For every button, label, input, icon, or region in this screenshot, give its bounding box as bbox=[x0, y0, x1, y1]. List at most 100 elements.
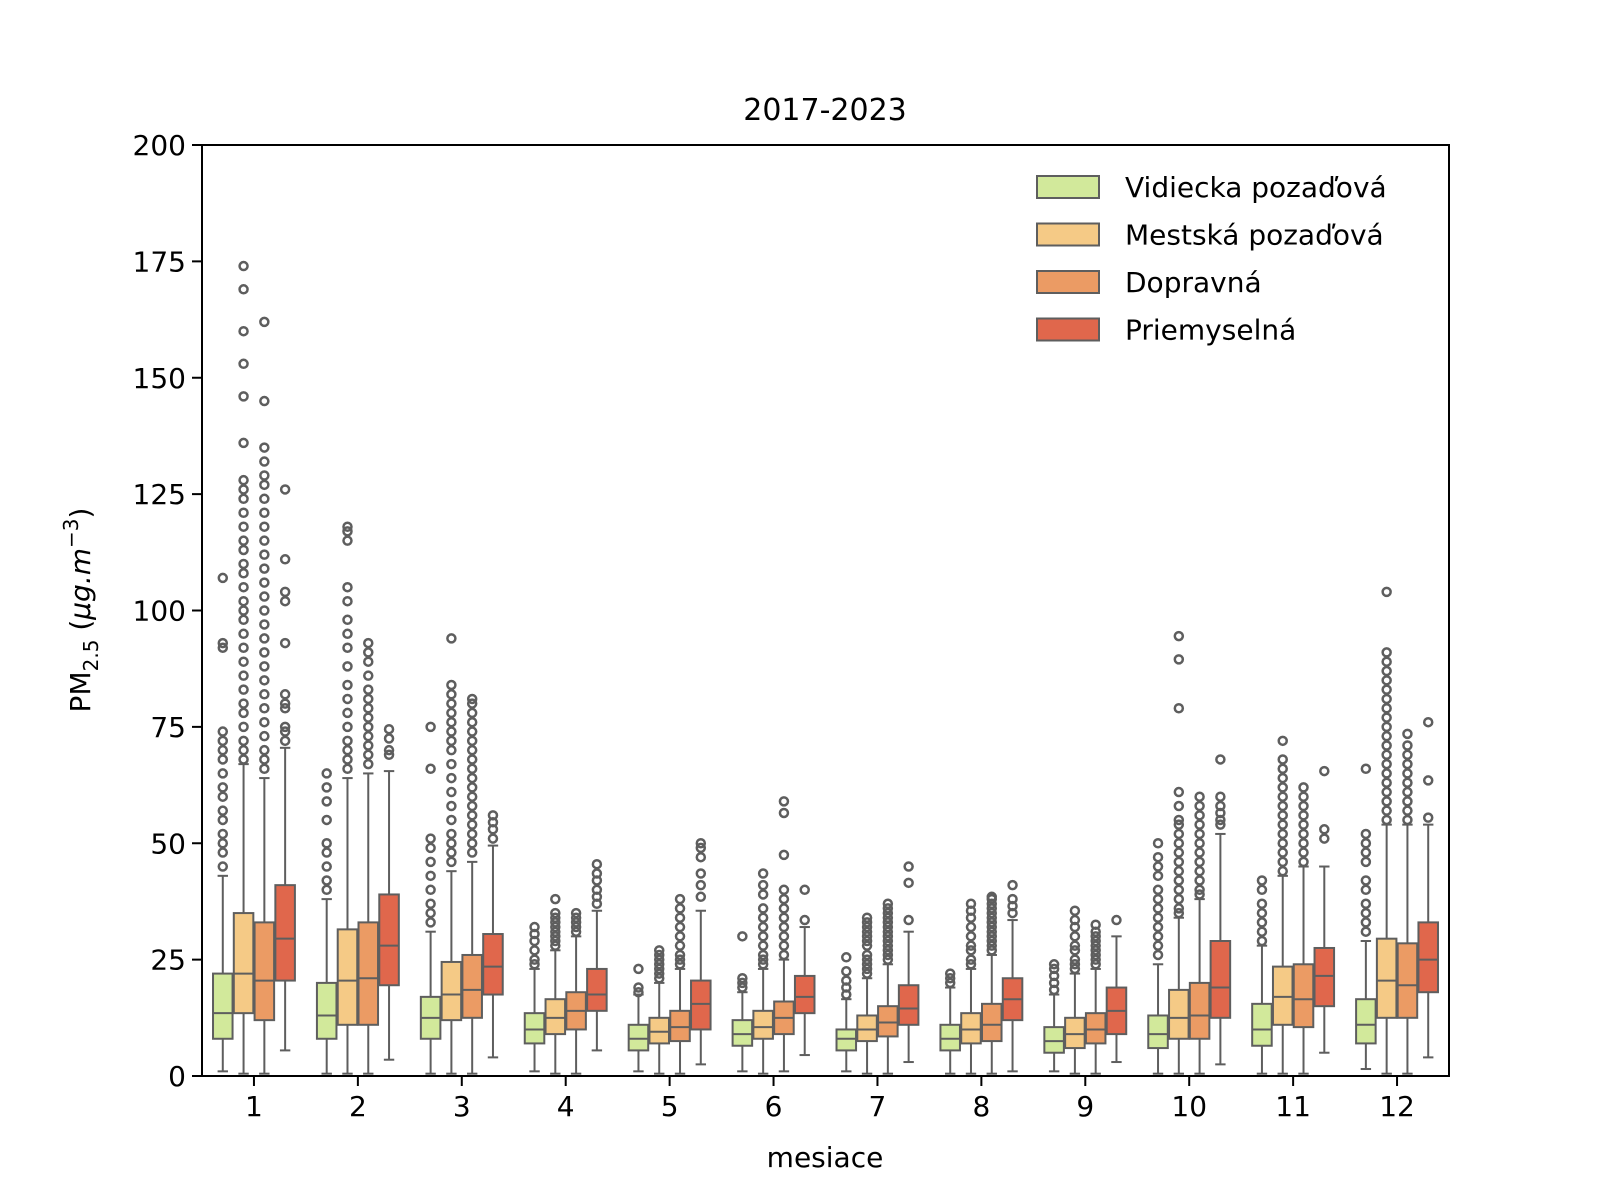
outlier-point bbox=[633, 963, 644, 975]
outlier-point bbox=[1173, 828, 1185, 840]
box-iqr bbox=[1417, 921, 1439, 994]
outlier-point bbox=[466, 828, 478, 840]
box-iqr bbox=[378, 893, 400, 987]
outlier-point bbox=[466, 707, 478, 719]
outlier-point bbox=[778, 949, 790, 961]
outlier-point bbox=[238, 493, 249, 505]
outlier-point bbox=[965, 940, 977, 951]
outlier-point bbox=[1360, 898, 1372, 910]
outlier-point bbox=[1215, 819, 1226, 830]
outlier-point bbox=[965, 959, 977, 970]
outlier-point bbox=[446, 707, 457, 719]
y-tick-label: 125 bbox=[133, 478, 186, 511]
outlier-point bbox=[238, 614, 249, 626]
box-group bbox=[960, 898, 982, 1075]
outlier-point bbox=[778, 849, 790, 861]
outlier-point bbox=[446, 679, 457, 691]
box-group bbox=[980, 891, 1003, 1075]
outlier-point bbox=[321, 782, 332, 793]
box-group bbox=[212, 572, 234, 1073]
outlier-point bbox=[1069, 945, 1081, 956]
box-group bbox=[523, 921, 546, 1073]
outlier-point bbox=[1069, 914, 1081, 926]
outlier-point bbox=[1298, 800, 1309, 812]
outlier-point bbox=[757, 959, 769, 970]
outlier-point bbox=[1173, 654, 1185, 665]
outlier-point bbox=[882, 917, 894, 928]
outlier-point bbox=[363, 758, 374, 770]
series-4 bbox=[274, 484, 1439, 1073]
outlier-point bbox=[466, 819, 478, 830]
outlier-point bbox=[965, 921, 977, 933]
outlier-point bbox=[342, 707, 353, 719]
y-label-suffix: ) bbox=[64, 508, 97, 519]
y-tick-label: 0 bbox=[168, 1060, 186, 1093]
box-group bbox=[1292, 782, 1315, 1075]
outlier-point bbox=[1194, 847, 1205, 858]
box-iqr bbox=[1313, 946, 1336, 1008]
outlier-point bbox=[1422, 812, 1434, 823]
box-iqr bbox=[1396, 942, 1419, 1019]
outlier-point bbox=[238, 684, 249, 695]
box-iqr bbox=[648, 1016, 671, 1045]
outlier-point bbox=[259, 563, 270, 574]
outlier-point bbox=[1360, 828, 1372, 840]
outlier-point bbox=[778, 912, 790, 923]
outlier-point bbox=[217, 744, 229, 756]
box-group bbox=[939, 968, 961, 1075]
outlier-point bbox=[1360, 875, 1372, 886]
outlier-point bbox=[446, 847, 457, 858]
outlier-point bbox=[1048, 963, 1060, 975]
outlier-point bbox=[737, 982, 748, 993]
outlier-point bbox=[279, 698, 291, 709]
box-iqr bbox=[1375, 937, 1398, 1019]
outlier-point bbox=[279, 484, 291, 495]
outlier-point bbox=[986, 891, 998, 903]
outlier-point bbox=[363, 712, 374, 723]
outlier-point bbox=[259, 716, 270, 728]
outlier-point bbox=[1381, 768, 1392, 779]
outlier-point bbox=[259, 633, 270, 644]
outlier-point bbox=[1069, 931, 1081, 942]
outlier-point bbox=[342, 735, 353, 747]
outlier-point bbox=[383, 744, 395, 756]
outlier-point bbox=[217, 814, 229, 826]
outlier-point bbox=[425, 721, 436, 733]
outlier-point bbox=[653, 968, 665, 979]
x-tick-label: 4 bbox=[557, 1090, 575, 1123]
outlier-point bbox=[633, 982, 644, 993]
y-tick-label: 100 bbox=[133, 595, 186, 628]
box-group bbox=[419, 721, 442, 1075]
outlier-point bbox=[882, 912, 894, 923]
outlier-point bbox=[695, 851, 707, 863]
outlier-point bbox=[653, 972, 665, 984]
outlier-point bbox=[550, 893, 561, 905]
box-group bbox=[315, 768, 338, 1075]
outlier-point bbox=[217, 754, 229, 765]
box-iqr bbox=[1084, 1012, 1107, 1045]
outlier-point bbox=[1381, 777, 1392, 788]
series-2 bbox=[232, 260, 1398, 1075]
outlier-point bbox=[446, 716, 457, 728]
outlier-point bbox=[570, 912, 582, 923]
outlier-point bbox=[363, 730, 374, 742]
box-iqr bbox=[1209, 940, 1232, 1019]
outlier-point bbox=[238, 581, 249, 593]
x-tick-label: 7 bbox=[869, 1090, 887, 1123]
outlier-point bbox=[882, 903, 894, 914]
x-tick-label: 2 bbox=[349, 1090, 367, 1123]
y-label-unit: g.m bbox=[64, 548, 97, 602]
outlier-point bbox=[259, 535, 270, 546]
outlier-point bbox=[238, 474, 249, 486]
outlier-point bbox=[1360, 763, 1372, 775]
outlier-point bbox=[1090, 945, 1101, 956]
box-iqr bbox=[274, 884, 296, 982]
box-iqr bbox=[544, 998, 567, 1036]
box-iqr bbox=[1043, 1026, 1065, 1054]
outlier-point bbox=[1173, 630, 1185, 642]
legend-label: Dopravná bbox=[1125, 266, 1262, 299]
outlier-point bbox=[259, 730, 270, 742]
outlier-point bbox=[1152, 949, 1164, 961]
outlier-point bbox=[342, 535, 353, 546]
outlier-point bbox=[1173, 893, 1185, 905]
